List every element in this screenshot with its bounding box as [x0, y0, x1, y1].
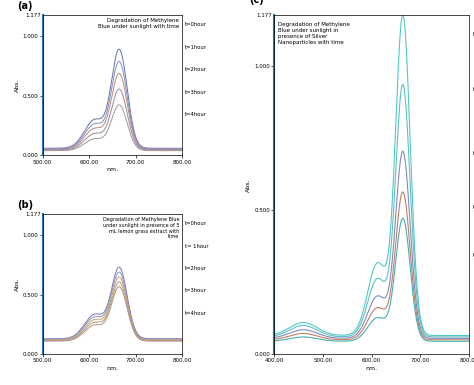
Text: t=3hour: t=3hour: [185, 90, 207, 95]
Text: (a): (a): [18, 1, 33, 11]
Text: (c): (c): [249, 0, 264, 5]
Text: (b): (b): [18, 200, 34, 210]
Text: 1.177: 1.177: [26, 212, 41, 217]
Text: t=0hour: t=0hour: [473, 32, 474, 37]
Text: t=3hour: t=3hour: [473, 205, 474, 210]
X-axis label: nm.: nm.: [365, 366, 378, 371]
Text: t=3hour: t=3hour: [185, 288, 207, 293]
Text: 1.177: 1.177: [26, 13, 41, 18]
Text: t=0hour: t=0hour: [185, 22, 207, 27]
Text: Degradation of Methylene
Blue under sunlight in
presence of Silver
Nanoparticles: Degradation of Methylene Blue under sunl…: [278, 22, 350, 45]
X-axis label: nm.: nm.: [106, 167, 118, 172]
Text: t=1hour: t=1hour: [473, 87, 474, 92]
Text: Degradation of Methylene
Blue under sunlight with time: Degradation of Methylene Blue under sunl…: [98, 18, 179, 29]
Text: 1.177: 1.177: [256, 13, 272, 18]
Text: t=4hour: t=4hour: [473, 253, 474, 258]
Y-axis label: Abs.: Abs.: [246, 178, 251, 192]
Text: t=4hour: t=4hour: [185, 311, 207, 316]
Text: t=0hour: t=0hour: [185, 221, 207, 226]
Text: t=2hour: t=2hour: [473, 151, 474, 156]
Text: t=4hour: t=4hour: [185, 112, 207, 117]
Text: t=2hour: t=2hour: [185, 266, 207, 271]
Text: t= 1hour: t= 1hour: [185, 244, 209, 249]
Y-axis label: Abs.: Abs.: [15, 79, 20, 92]
Text: t=2hour: t=2hour: [185, 67, 207, 72]
Text: t=1hour: t=1hour: [185, 45, 207, 50]
X-axis label: nm.: nm.: [106, 366, 118, 371]
Text: Degradation of Methylene Blue
under sunlight in presence of 5
mL lemon grass ext: Degradation of Methylene Blue under sunl…: [103, 217, 179, 239]
Y-axis label: Abs.: Abs.: [15, 278, 20, 291]
